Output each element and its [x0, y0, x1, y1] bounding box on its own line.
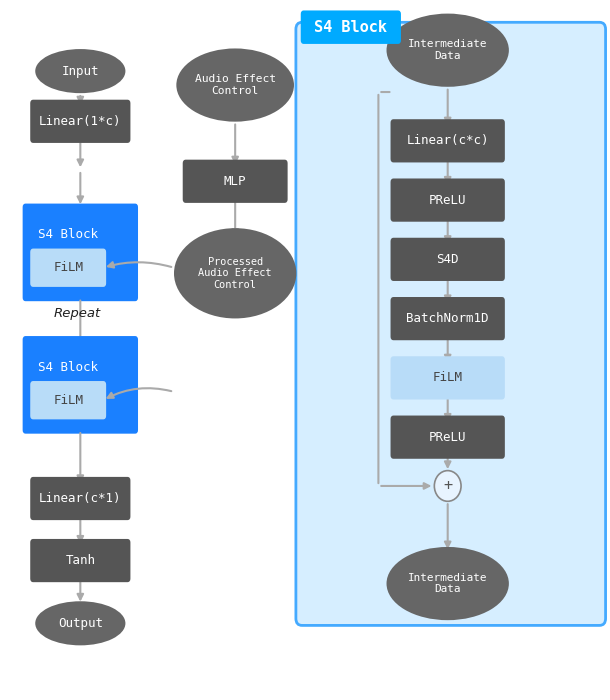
Text: Output: Output [58, 617, 103, 630]
FancyBboxPatch shape [296, 22, 606, 625]
FancyBboxPatch shape [30, 381, 106, 419]
Text: S4 Block: S4 Block [38, 361, 98, 374]
Text: Intermediate
Data: Intermediate Data [408, 39, 487, 61]
Text: Linear(c*c): Linear(c*c) [406, 134, 489, 147]
Ellipse shape [176, 48, 294, 122]
FancyBboxPatch shape [390, 416, 505, 458]
FancyBboxPatch shape [390, 119, 505, 162]
Text: Linear(c*1): Linear(c*1) [39, 492, 121, 505]
Text: FiLM: FiLM [432, 372, 463, 384]
FancyBboxPatch shape [390, 178, 505, 222]
Text: S4D: S4D [436, 253, 459, 266]
FancyBboxPatch shape [183, 160, 288, 203]
FancyBboxPatch shape [390, 238, 505, 281]
Ellipse shape [35, 49, 126, 93]
Text: Input: Input [62, 64, 99, 78]
Text: FiLM: FiLM [53, 393, 83, 407]
Text: Repeat: Repeat [54, 307, 101, 319]
Ellipse shape [387, 547, 509, 620]
Text: FiLM: FiLM [53, 261, 83, 274]
Text: Processed
Audio Effect
Control: Processed Audio Effect Control [198, 257, 272, 290]
FancyBboxPatch shape [30, 477, 131, 520]
Text: PReLU: PReLU [429, 194, 467, 206]
Ellipse shape [174, 228, 296, 318]
Text: PReLU: PReLU [429, 430, 467, 444]
FancyBboxPatch shape [23, 204, 138, 301]
Text: MLP: MLP [224, 175, 246, 188]
Ellipse shape [35, 601, 126, 645]
Ellipse shape [387, 13, 509, 87]
FancyBboxPatch shape [301, 10, 401, 44]
Text: S4 Block: S4 Block [314, 20, 387, 35]
Text: +: + [443, 479, 452, 493]
Circle shape [434, 470, 461, 501]
FancyBboxPatch shape [390, 356, 505, 400]
Text: Intermediate
Data: Intermediate Data [408, 573, 487, 594]
FancyBboxPatch shape [30, 539, 131, 582]
Text: Audio Effect
Control: Audio Effect Control [195, 74, 276, 96]
FancyBboxPatch shape [390, 297, 505, 340]
Text: S4 Block: S4 Block [38, 228, 98, 242]
FancyBboxPatch shape [30, 99, 131, 143]
FancyBboxPatch shape [23, 336, 138, 434]
Text: Linear(1*c): Linear(1*c) [39, 115, 121, 128]
Text: BatchNorm1D: BatchNorm1D [406, 312, 489, 325]
FancyBboxPatch shape [30, 248, 106, 287]
Text: Tanh: Tanh [65, 554, 95, 567]
